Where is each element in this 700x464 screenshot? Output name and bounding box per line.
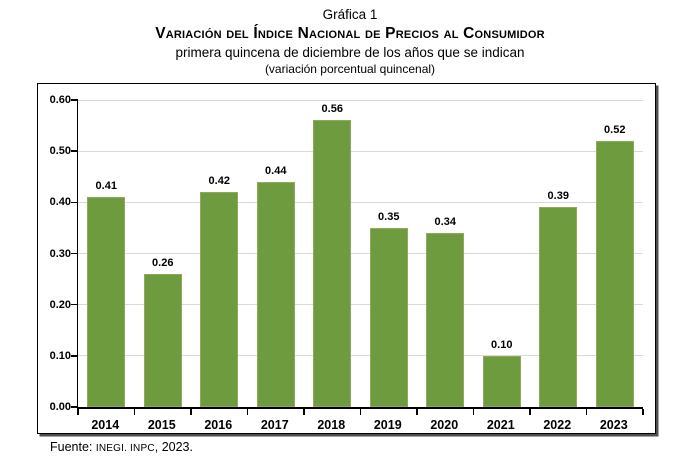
- source-prefix: Fuente:: [50, 440, 96, 454]
- chart-frame: 0.41 0.26 0.42 0.44 0.56 0.35 0.34 0.10 0.39 0.52…: [37, 83, 656, 434]
- y-axis-tick: [71, 303, 78, 306]
- source-acronyms: INEGI. INPC: [95, 443, 155, 454]
- source-note: Fuente: INEGI. INPC, 2023.: [50, 440, 193, 454]
- x-axis-tick: [133, 409, 136, 415]
- gridline: [78, 253, 643, 254]
- bar-2015: [143, 273, 182, 407]
- y-axis-label: 0.10: [49, 349, 71, 362]
- bar-2019: [369, 227, 408, 407]
- y-axis-tick: [71, 150, 78, 152]
- x-axis-tick: [585, 409, 588, 415]
- bar-value-label: 0.26: [152, 256, 174, 269]
- x-axis-label: 2021: [486, 418, 515, 432]
- chart-subtitle: primera quincena de diciembre de los año…: [175, 45, 525, 61]
- gridline: [78, 201, 643, 203]
- gridline: [78, 304, 643, 306]
- x-axis-label: 2014: [91, 418, 120, 432]
- y-axis-tick: [71, 355, 78, 357]
- y-axis-label: 0.30: [49, 247, 71, 260]
- bar-2014: [87, 197, 126, 407]
- y-axis-label: 0.40: [49, 196, 71, 209]
- bar-2018: [313, 120, 352, 407]
- bar-2016: [200, 192, 239, 407]
- x-axis-label: 2022: [543, 418, 572, 432]
- y-axis-label: 0.50: [49, 145, 71, 158]
- bar-2022: [539, 207, 578, 407]
- x-axis-tick: [246, 409, 249, 415]
- x-axis-tick: [642, 409, 644, 415]
- x-axis-tick: [529, 409, 531, 415]
- bar-value-label: 0.41: [95, 180, 117, 193]
- bar-2021: [482, 355, 521, 407]
- chart-units-note: (variación porcentual quincenal): [264, 62, 436, 77]
- x-axis-tick: [416, 409, 418, 415]
- y-axis-label: 0.60: [49, 94, 71, 106]
- gridline: [78, 355, 643, 357]
- gridline: [78, 150, 643, 152]
- bar-2020: [426, 233, 465, 407]
- bar-value-label: 0.42: [208, 175, 230, 188]
- x-axis-label: 2019: [373, 418, 402, 432]
- x-axis-tick: [190, 409, 192, 415]
- plot-area: 0.41 0.26 0.42 0.44 0.56 0.35 0.34 0.10 0.39 0.52: [71, 99, 644, 415]
- y-axis-label: 0.00: [49, 401, 71, 413]
- x-axis-tick: [77, 409, 79, 415]
- bar-value-label: 0.35: [378, 210, 400, 223]
- chart-title: Variación del Índice Nacional de Precios…: [155, 24, 545, 42]
- bar-value-label: 0.34: [434, 216, 456, 229]
- x-axis-label: 2023: [599, 418, 628, 432]
- x-axis-label: 2017: [260, 418, 289, 432]
- source-suffix: , 2023.: [154, 440, 193, 454]
- bar-2017: [256, 181, 295, 407]
- x-axis-label: 2018: [317, 418, 346, 432]
- figure-number: Gráfica 1: [322, 7, 378, 22]
- x-axis-label: 2015: [147, 418, 176, 432]
- x-axis-label: 2020: [430, 418, 459, 432]
- y-axis-tick: [71, 99, 78, 101]
- chart-header: Gráfica 1 Variación del Índice Nacional …: [0, 6, 700, 78]
- x-axis-tick: [472, 409, 475, 415]
- bar-value-label: 0.39: [547, 190, 569, 203]
- y-axis-tick: [71, 252, 78, 255]
- bar-value-label: 0.56: [321, 103, 343, 116]
- x-axis-tick: [303, 409, 305, 415]
- y-axis-tick: [71, 201, 78, 204]
- y-axis-tick: [71, 406, 78, 408]
- gridline: [78, 99, 643, 101]
- bar-value-label: 0.44: [265, 164, 287, 177]
- bar-2023: [595, 140, 634, 407]
- bar-value-label: 0.10: [491, 338, 513, 351]
- x-axis-tick: [359, 409, 362, 415]
- bar-value-label: 0.52: [604, 123, 626, 136]
- x-axis-label: 2016: [204, 418, 233, 432]
- y-axis-label: 0.20: [49, 298, 71, 311]
